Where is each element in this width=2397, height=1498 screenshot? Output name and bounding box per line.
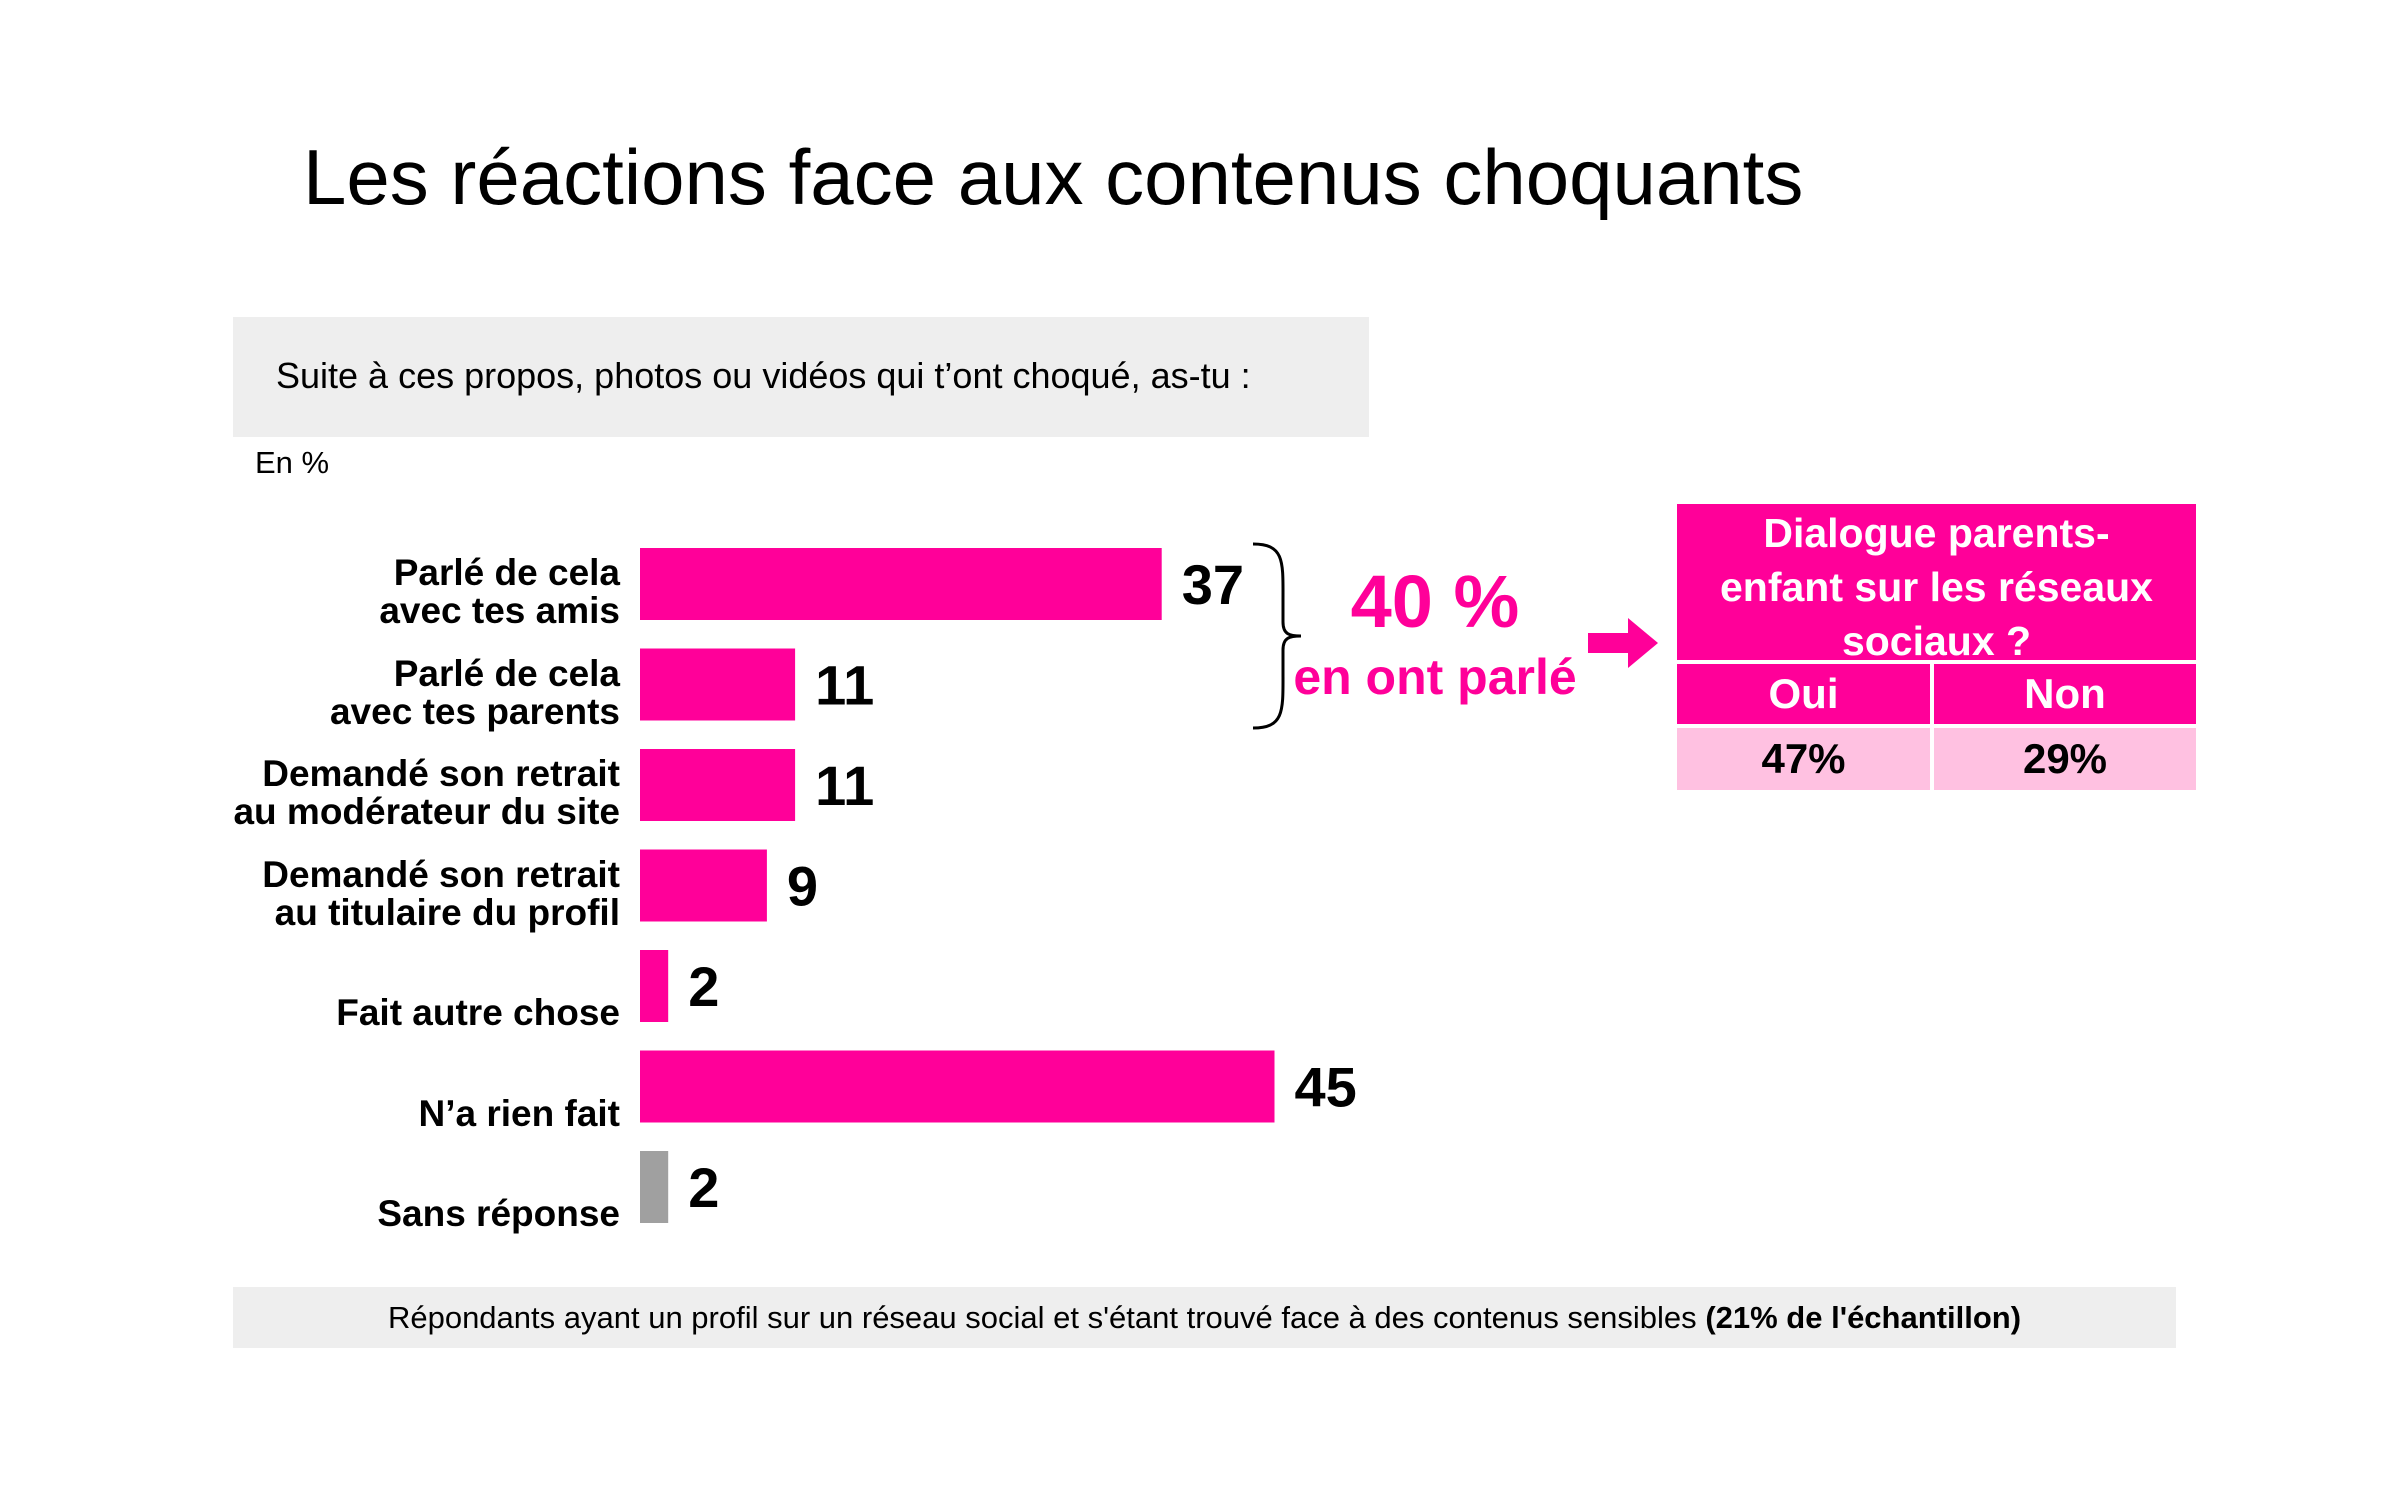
category-label-4: Fait autre chose — [336, 994, 620, 1032]
category-label-3-line-0: Demandé son retrait — [262, 853, 620, 895]
category-label-1-line-1: avec tes parents — [329, 690, 620, 732]
bar-3 — [640, 849, 767, 922]
unit-label: En % — [255, 445, 330, 480]
bar-6 — [640, 1151, 669, 1223]
bar-0 — [640, 548, 1162, 620]
dialogue-header-line-2: enfant sur les réseaux — [1720, 564, 2153, 610]
category-label-1: Parlé de cela avec tes parents — [329, 652, 620, 732]
footer-note: Répondants ayant un profil sur un réseau… — [233, 1302, 2176, 1333]
bar-value-2: 11 — [815, 754, 874, 817]
bar-value-4: 2 — [688, 955, 719, 1018]
page-title: Les réactions face aux contenus choquant… — [303, 133, 1804, 221]
footer-box — [233, 1287, 2176, 1348]
bar-2 — [640, 749, 796, 821]
dialogue-header-line-1: Dialogue parents- — [1763, 510, 2110, 556]
bar-value-0: 37 — [1182, 553, 1244, 616]
category-label-6: Sans réponse — [377, 1195, 620, 1233]
grouping-brace — [1252, 542, 1302, 730]
category-label-4-line-0: Fait autre chose — [336, 992, 620, 1033]
bar-5 — [640, 1050, 1275, 1123]
category-label-3: Demandé son retrait au titulaire du profi… — [262, 853, 620, 933]
question-text: Suite à ces propos, photos ou vidéos qui… — [276, 355, 1251, 396]
category-label-5-line-0: N’a rien fait — [418, 1092, 621, 1134]
category-label-5: N’a rien fait — [418, 1092, 621, 1134]
category-label-2: Demandé son retrait au modérateur du site — [233, 755, 620, 831]
summary-text: en ont parlé — [1293, 649, 1577, 705]
bar-value-6: 2 — [688, 1156, 719, 1219]
dialogue-value-oui: 47% — [1677, 728, 1930, 790]
dialogue-col-oui: Oui — [1677, 664, 1930, 724]
arrow-right-icon — [1588, 618, 1658, 668]
category-label-1-line-0: Parlé de cela — [393, 652, 620, 694]
summary-percent: 40 % — [1350, 560, 1520, 643]
question-box — [233, 317, 1369, 437]
footer-bold: (21% de l'échantillon) — [1705, 1300, 2022, 1335]
footer-text: Répondants ayant un profil sur un réseau… — [387, 1300, 1697, 1335]
bar-value-3: 9 — [787, 855, 818, 918]
category-label-0-line-0: Parlé de cela — [393, 552, 620, 593]
bar-value-5: 45 — [1295, 1056, 1357, 1119]
category-label-0: Parlé de cela avec tes amis — [379, 554, 620, 630]
category-label-2-line-1: au modérateur du site — [233, 791, 620, 832]
bar-4 — [640, 950, 669, 1022]
bar-1 — [640, 648, 796, 721]
dialogue-table-header: Dialogue parents- enfant sur les réseaux… — [1677, 504, 2196, 664]
dialogue-col-non: Non — [1934, 664, 2196, 724]
dialogue-value-non: 29% — [1934, 728, 2196, 790]
category-label-6-line-0: Sans réponse — [377, 1193, 620, 1234]
category-label-2-line-0: Demandé son retrait — [262, 753, 620, 794]
category-label-3-line-1: au titulaire du profil — [274, 891, 620, 933]
dialogue-header-line-3: sociaux ? — [1841, 618, 2032, 664]
category-label-0-line-1: avec tes amis — [379, 590, 620, 631]
bar-value-1: 11 — [815, 654, 874, 717]
